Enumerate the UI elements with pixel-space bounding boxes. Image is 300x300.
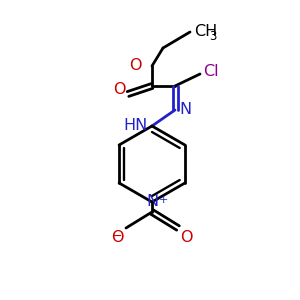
- Text: O: O: [113, 82, 126, 98]
- Text: O: O: [180, 230, 193, 245]
- Text: CH: CH: [194, 23, 217, 38]
- Text: HN: HN: [124, 118, 148, 133]
- Text: O: O: [130, 58, 142, 73]
- Text: Cl: Cl: [203, 64, 219, 80]
- Text: N: N: [179, 101, 191, 116]
- Text: 3: 3: [209, 29, 216, 43]
- Text: O: O: [112, 230, 124, 245]
- Text: +: +: [159, 195, 168, 205]
- Text: N: N: [146, 194, 158, 209]
- Text: −: −: [112, 230, 122, 243]
